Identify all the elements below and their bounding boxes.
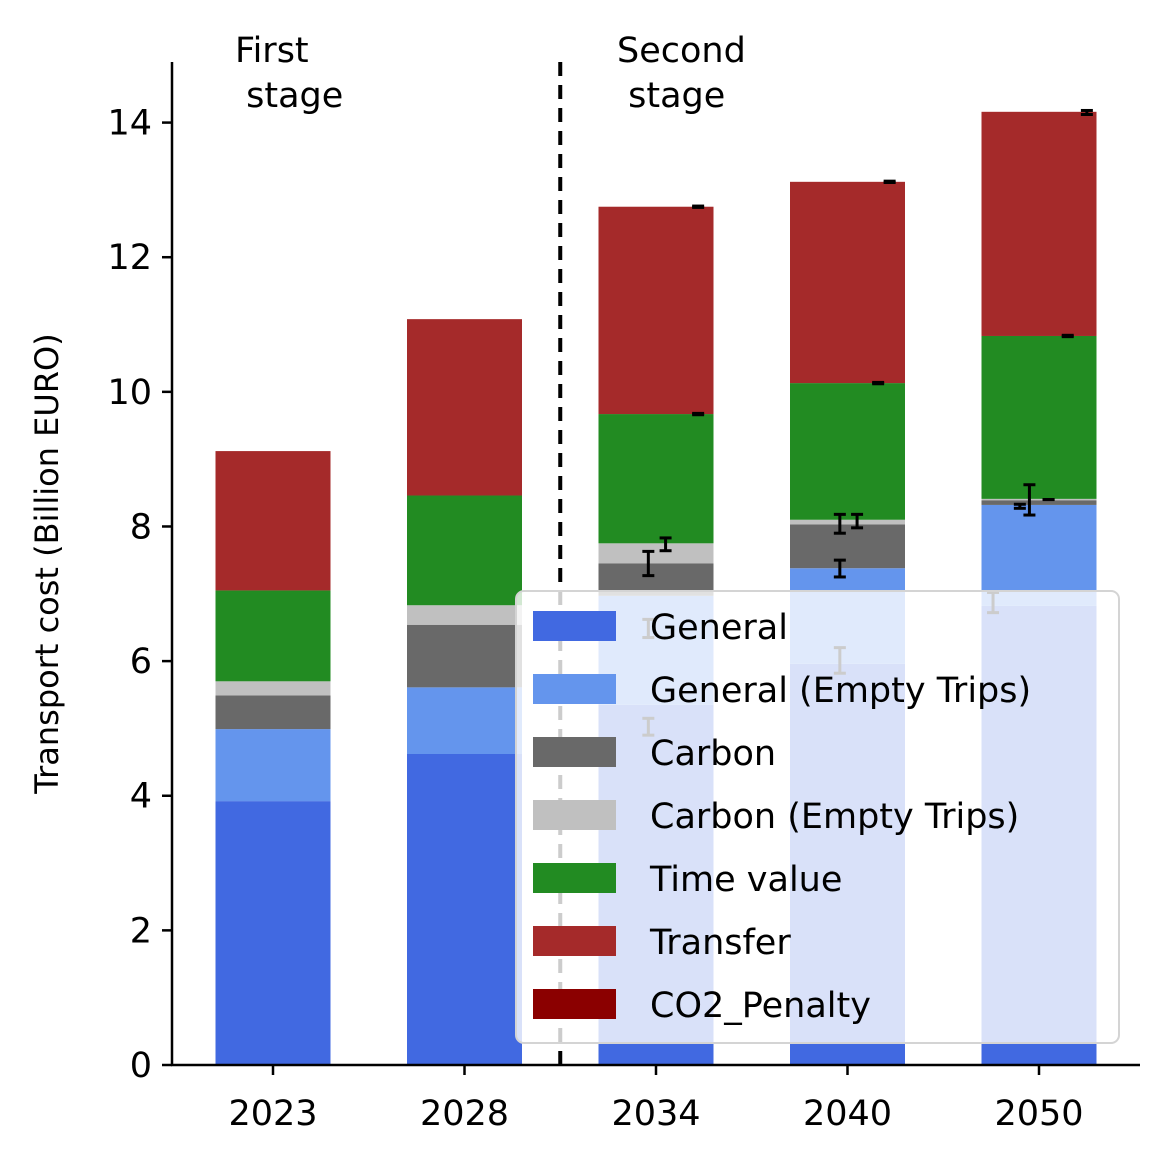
legend-entry-general-empty-trips: General (Empty Trips)	[533, 671, 1031, 711]
legend-label: Carbon (Empty Trips)	[650, 797, 1019, 837]
bar-general-2023	[215, 801, 331, 1065]
y-tick-label: 2	[130, 911, 152, 951]
legend-label: General (Empty Trips)	[650, 671, 1031, 711]
bar-carbon-empty-trips-2040	[790, 519, 905, 525]
x-tick-label: 2040	[803, 1094, 892, 1134]
bar-carbon-2028	[407, 624, 522, 688]
bar-time-value-2028	[407, 495, 522, 606]
legend-swatch	[533, 737, 616, 767]
y-tick-label: 10	[107, 373, 152, 413]
x-tick-label: 2034	[611, 1094, 700, 1134]
bar-carbon-2050	[981, 500, 1097, 505]
bar-general-empty-trips-2023	[215, 729, 331, 802]
bar-carbon-2023	[215, 695, 331, 730]
bar-transfer-2050	[981, 111, 1097, 336]
bar-general-empty-trips-2050	[981, 504, 1097, 606]
legend-label: CO2_Penalty	[650, 986, 871, 1026]
legend-swatch	[533, 926, 616, 956]
error-bar-2034-4	[692, 411, 705, 417]
legend-entry-general: General	[533, 608, 788, 648]
legend-label: General	[650, 608, 788, 648]
legend-entry-co2-penalty: CO2_Penalty	[533, 986, 871, 1026]
labels: First stage Second stage Transport cost (B…	[28, 31, 746, 795]
y-tick-label: 14	[107, 104, 152, 144]
error-bar-2050-14	[1023, 483, 1036, 517]
x-tick-label: 2028	[420, 1094, 509, 1134]
error-bar-2040-9	[851, 512, 864, 530]
bar-carbon-empty-trips-2028	[407, 605, 522, 625]
bar-transfer-2023	[215, 451, 331, 591]
legend-swatch	[533, 611, 616, 641]
legend-entry-time-value: Time value	[533, 860, 842, 900]
bar-general-2028	[407, 754, 522, 1065]
x-tick-label: 2023	[228, 1094, 317, 1134]
legend-swatch	[533, 674, 616, 704]
legend-label: Carbon	[650, 734, 776, 774]
y-tick-label: 4	[130, 777, 152, 817]
error-bar-2050-16	[1061, 333, 1074, 339]
y-tick-label: 0	[130, 1046, 152, 1086]
legend-label: Transfer	[649, 923, 791, 963]
legend-entry-carbon: Carbon	[533, 734, 776, 774]
bar-time-value-2023	[215, 590, 331, 682]
legend-entry-transfer: Transfer	[533, 923, 791, 963]
x-tick-label: 2050	[994, 1094, 1083, 1134]
bar-transfer-2034	[598, 206, 714, 415]
error-bar-2034-2	[642, 549, 655, 578]
axes: 0 2 4 6 8 10 12 14 2023 2028 2034 2040 2050	[107, 62, 1140, 1134]
y-axis-title: Transport cost (Billion EURO)	[28, 333, 66, 794]
bar-transfer-2028	[407, 319, 522, 496]
legend-swatch	[533, 863, 616, 893]
bar-carbon-empty-trips-2050	[981, 498, 1097, 501]
error-bar-2034-3	[659, 536, 672, 553]
bar-general-empty-trips-2028	[407, 687, 522, 755]
legend-entry-carbon-empty-trips: Carbon (Empty Trips)	[533, 797, 1019, 837]
y-tick-label: 12	[107, 238, 152, 278]
error-bar-2040-7	[833, 558, 846, 579]
bar-transfer-2040	[790, 181, 905, 384]
bar-time-value-2034	[598, 414, 714, 544]
y-tick-label: 6	[130, 642, 152, 682]
legend-swatch	[533, 989, 616, 1019]
legend: General General (Empty Trips) Carbon Carbon…	[515, 590, 1120, 1044]
error-bar-2050-17	[1080, 108, 1093, 117]
bar-time-value-2040	[790, 383, 905, 520]
error-bar-2040-11	[883, 179, 896, 184]
error-bar-2040-8	[833, 512, 846, 535]
stage-label-1: First stage	[235, 31, 343, 116]
legend-label: Time value	[649, 860, 842, 900]
bar-carbon-2040	[790, 524, 905, 569]
y-tick-label: 8	[130, 507, 152, 547]
legend-box	[515, 590, 1120, 1044]
bar-time-value-2050	[981, 335, 1097, 499]
error-bar-2034-5	[692, 204, 705, 209]
legend-swatch	[533, 800, 616, 830]
stage-label-2: Second stage	[617, 31, 746, 116]
bar-carbon-empty-trips-2034	[598, 543, 714, 564]
bar-carbon-empty-trips-2023	[215, 681, 331, 696]
error-bar-2050-13	[1013, 502, 1026, 510]
error-bar-2040-10	[872, 380, 885, 386]
